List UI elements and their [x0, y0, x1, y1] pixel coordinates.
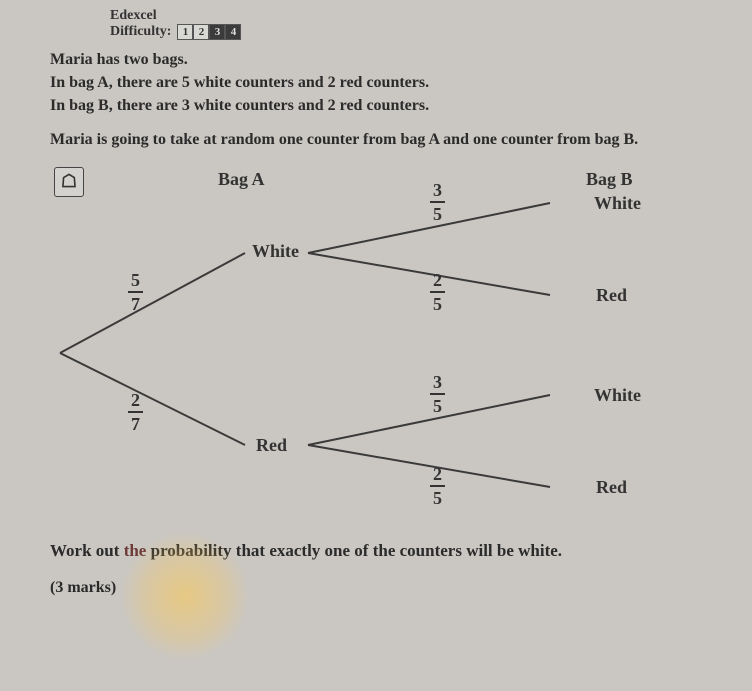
stage1-prob-1: 27 [128, 391, 143, 433]
difficulty-box-2: 2 [193, 24, 209, 40]
stage2-prob-0-1: 25 [430, 271, 445, 313]
question: Work out the probability that exactly on… [50, 541, 732, 561]
bag-b-title: Bag B [586, 169, 633, 190]
difficulty-boxes: 1 2 3 4 [177, 24, 241, 40]
tree-lines [50, 163, 710, 523]
difficulty-label: Difficulty: [110, 24, 171, 40]
header: Edexcel Difficulty: 1 2 3 4 [110, 8, 732, 40]
problem-line-2: In bag A, there are 5 white counters and… [50, 71, 732, 94]
stage1-prob-0: 57 [128, 271, 143, 313]
tree-diagram: ☖ Bag A Bag B White57Red27White35Red25Wh… [50, 163, 710, 523]
difficulty-row: Difficulty: 1 2 3 4 [110, 24, 732, 40]
difficulty-box-1: 1 [177, 24, 193, 40]
problem-line-3: In bag B, there are 3 white counters and… [50, 94, 732, 117]
stage1-outcome-1: Red [256, 435, 287, 456]
bag-a-title: Bag A [218, 169, 265, 190]
difficulty-box-4: 4 [225, 24, 241, 40]
stage2-prob-0-0: 35 [430, 181, 445, 223]
question-part-b: the [124, 541, 147, 560]
problem-line-1: Maria has two bags. [50, 48, 732, 71]
problem-text: Maria has two bags. In bag A, there are … [50, 48, 732, 151]
stage2-outcome-0-0: White [594, 193, 641, 214]
question-part-a: Work out [50, 541, 124, 560]
problem-line-4: Maria is going to take at random one cou… [50, 128, 732, 151]
stage2-prob-1-0: 35 [430, 373, 445, 415]
stage2-prob-1-1: 25 [430, 465, 445, 507]
stage2-outcome-1-0: White [594, 385, 641, 406]
difficulty-box-3: 3 [209, 24, 225, 40]
exam-board: Edexcel [110, 8, 732, 24]
stage2-outcome-1-1: Red [596, 477, 627, 498]
question-part-c: probability that exactly one of the coun… [146, 541, 562, 560]
stage2-outcome-0-1: Red [596, 285, 627, 306]
marks: (3 marks) [50, 579, 732, 597]
stage1-outcome-0: White [252, 241, 299, 262]
